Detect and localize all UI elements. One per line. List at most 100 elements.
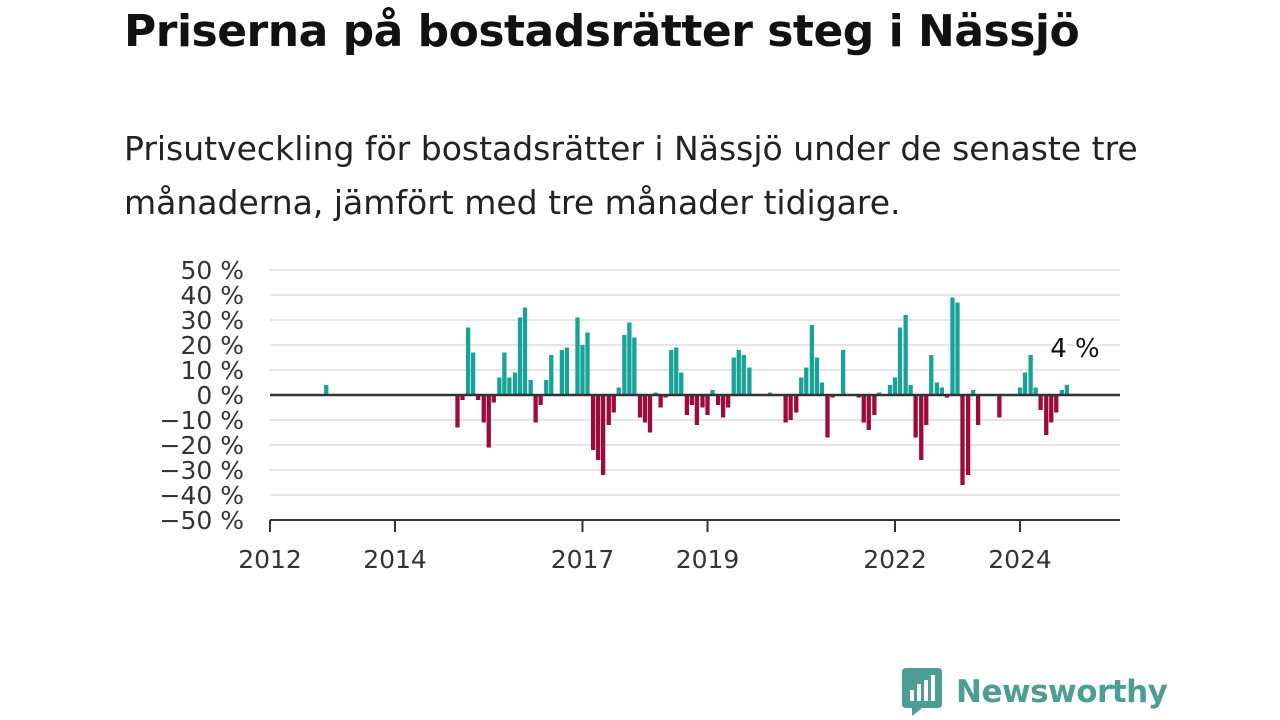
bar [720, 395, 726, 418]
bar [590, 395, 596, 450]
bar [913, 395, 918, 438]
annotations: 4 % [1047, 331, 1103, 367]
bar [731, 357, 736, 395]
bar [611, 395, 616, 413]
y-tick-label: −30 % [160, 456, 244, 485]
bar [533, 395, 538, 423]
bar [580, 345, 585, 395]
newsworthy-logo-icon [902, 668, 942, 716]
bar [507, 377, 512, 395]
bar [934, 382, 940, 395]
bar [919, 395, 924, 460]
bar [559, 350, 565, 395]
bar [585, 332, 590, 395]
bar [647, 395, 653, 433]
bar [502, 352, 507, 395]
bar [975, 395, 981, 425]
bar [497, 377, 502, 395]
bar [627, 322, 632, 395]
bar [1033, 387, 1038, 395]
bar [903, 315, 908, 395]
bar [1059, 390, 1065, 395]
x-tick-label: 2022 [863, 545, 927, 574]
bar [606, 395, 611, 425]
chart-title: Priserna på bostadsrätter steg i Nässjö [124, 6, 1080, 57]
bar [705, 395, 710, 415]
bar [788, 395, 793, 420]
x-tick-labels: 2012 2014 2017 2019 2022 2024 [238, 545, 1052, 574]
bar [528, 380, 533, 395]
bar [632, 337, 637, 395]
y-tick-label: −40 % [160, 481, 244, 510]
bar [475, 395, 481, 400]
bar [887, 385, 893, 395]
bar [575, 317, 580, 395]
bar [460, 395, 465, 400]
bar [1054, 395, 1059, 413]
bar [1028, 355, 1033, 395]
bar [840, 350, 846, 395]
bar [747, 367, 752, 395]
axes [269, 393, 1120, 532]
bar [1017, 387, 1023, 395]
bar [694, 395, 700, 425]
bar [965, 395, 971, 475]
bar [595, 395, 601, 460]
bar [897, 327, 903, 395]
y-tick-label: 10 % [180, 356, 244, 385]
bar [637, 395, 643, 418]
bar [669, 350, 674, 395]
bar [674, 347, 679, 395]
bar [1022, 372, 1028, 395]
bar [538, 395, 543, 405]
y-tick-label: 0 % [196, 381, 244, 410]
bar [522, 307, 528, 395]
y-tick-label: 50 % [180, 256, 244, 285]
bar [622, 335, 627, 395]
x-tick-label: 2012 [238, 545, 302, 574]
bar [564, 347, 570, 395]
bar [689, 395, 695, 405]
bar [997, 395, 1002, 418]
bar [825, 395, 830, 438]
bar [1049, 395, 1054, 423]
bar [924, 395, 929, 425]
bar [960, 395, 965, 485]
bar [481, 395, 486, 423]
bar [710, 390, 715, 395]
bar [799, 377, 804, 395]
x-tick-label: 2014 [363, 545, 427, 574]
bar [658, 395, 663, 408]
x-tick-label: 2019 [676, 545, 740, 574]
bar [512, 372, 518, 395]
bar [684, 395, 690, 415]
bar [794, 395, 799, 413]
bar [642, 395, 648, 423]
bar [725, 395, 731, 408]
bar [1044, 395, 1049, 435]
bar [491, 395, 496, 403]
y-tick-label: 40 % [180, 281, 244, 310]
x-tick-label: 2017 [551, 545, 615, 574]
x-tick-label: 2024 [988, 545, 1052, 574]
bar [929, 355, 934, 395]
newsworthy-logo: Newsworthy [902, 668, 1168, 716]
bar [616, 387, 621, 395]
bar [517, 317, 523, 395]
y-tick-label: 20 % [180, 331, 244, 360]
bar [819, 382, 825, 395]
bar [455, 395, 460, 428]
bar [700, 395, 705, 408]
bar [908, 385, 913, 395]
bar [465, 327, 471, 395]
bar [809, 325, 815, 395]
y-tick-labels: 50 %40 %30 %20 %10 %0 %−10 %−20 %−30 %−4… [160, 256, 244, 535]
bar [783, 395, 788, 423]
bar [970, 390, 976, 395]
bar [866, 395, 871, 430]
bar [679, 372, 684, 395]
bar [715, 395, 721, 405]
bar [736, 350, 741, 395]
bar [549, 355, 554, 395]
